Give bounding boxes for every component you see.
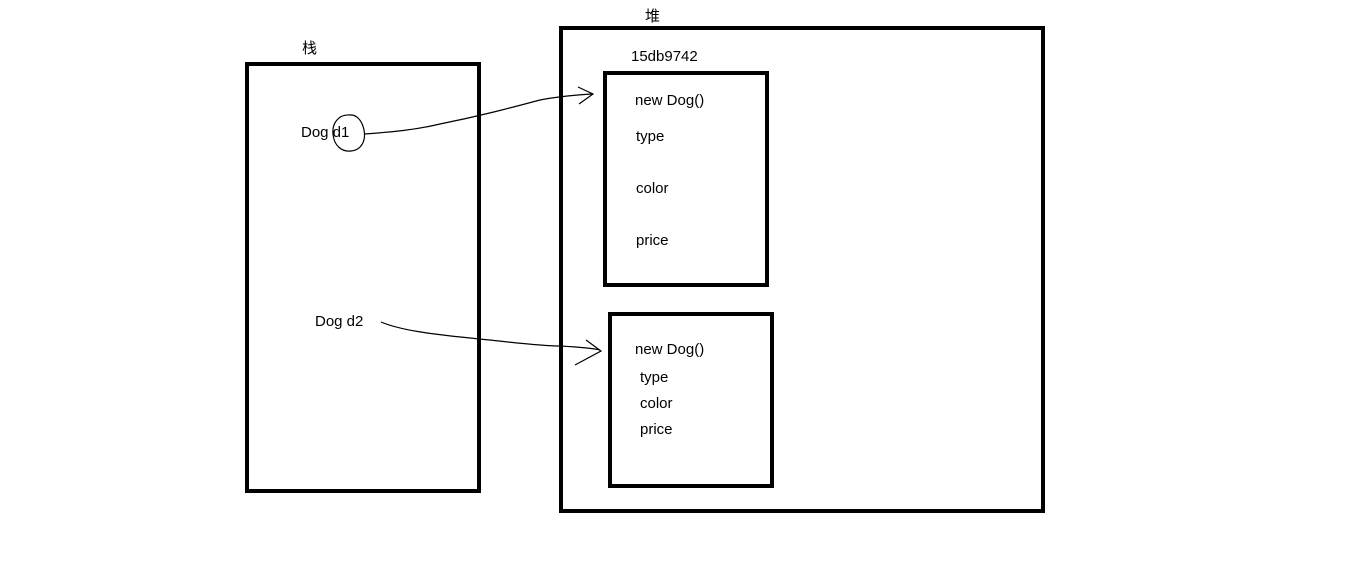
stack-var-d2: Dog d2 bbox=[315, 313, 364, 330]
heap-object-1 bbox=[603, 71, 769, 287]
object-1-constructor: new Dog() bbox=[635, 92, 705, 109]
object-2-constructor: new Dog() bbox=[635, 341, 705, 358]
object-1-field-price: price bbox=[636, 232, 669, 249]
heap-box bbox=[559, 26, 1045, 513]
heap-title: 堆 bbox=[645, 8, 661, 25]
stack-title: 栈 bbox=[302, 40, 318, 57]
object-2-field-type: type bbox=[640, 369, 669, 386]
stack-var-d1: Dog d1 bbox=[301, 124, 350, 141]
stack-box bbox=[245, 62, 481, 493]
object-2-field-color: color bbox=[640, 395, 673, 412]
heap-object-2 bbox=[608, 312, 774, 488]
object-2-field-price: price bbox=[640, 421, 673, 438]
object-1-field-type: type bbox=[636, 128, 665, 145]
object-1-field-color: color bbox=[636, 180, 669, 197]
object-1-address: 15db9742 bbox=[631, 48, 698, 65]
